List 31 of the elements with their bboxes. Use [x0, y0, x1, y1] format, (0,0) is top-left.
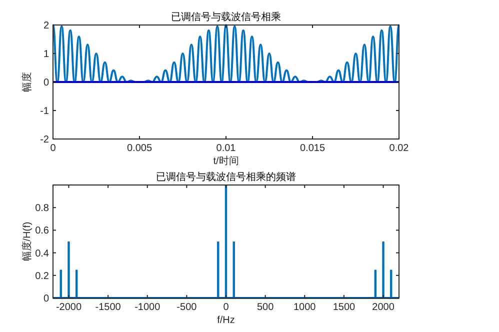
y-axis-title: 幅度/H(f): [21, 222, 33, 262]
x-tick-label: 2000: [372, 302, 395, 313]
x-tick-label: -1000: [134, 302, 161, 313]
y-tick-label: 0: [43, 294, 50, 304]
y-axis-title: 幅度: [21, 72, 33, 92]
line-series: [52, 24, 400, 83]
y-tick-label: 1: [43, 49, 50, 60]
x-tick-label: 1000: [294, 302, 316, 313]
chart-title: 已调信号与载波信号相乘: [171, 11, 281, 23]
x-tick-label: 0: [50, 143, 56, 154]
y-tick-label: 0.2: [35, 270, 50, 282]
y-tick-label: 2: [43, 20, 50, 32]
x-tick-label: 1500: [332, 302, 356, 313]
x-tick-label: 0.01: [216, 143, 236, 154]
y-tick-label: 0.4: [35, 248, 50, 260]
y-tick-label: 0: [43, 78, 50, 88]
x-axis-title: t/时间: [213, 155, 239, 167]
y-tick-label: 0.6: [35, 226, 50, 237]
x-tick-label: 0.02: [389, 143, 410, 154]
y-tick-label: -1: [40, 106, 50, 117]
x-tick-label: -500: [176, 302, 198, 313]
x-tick-label: -1500: [95, 302, 122, 313]
x-tick-label: 0: [223, 302, 230, 313]
x-axis-title: f/Hz: [217, 315, 235, 326]
y-tick-label: 0.8: [35, 203, 50, 214]
y-tick-label: -2: [40, 134, 50, 146]
x-tick-label: -2000: [56, 302, 82, 313]
x-tick-label: 500: [256, 302, 274, 313]
chart-title: 已调信号与载波信号相乘的频谱: [156, 171, 296, 183]
x-tick-label: 0.005: [126, 143, 152, 154]
x-tick-label: 0.015: [300, 143, 326, 154]
